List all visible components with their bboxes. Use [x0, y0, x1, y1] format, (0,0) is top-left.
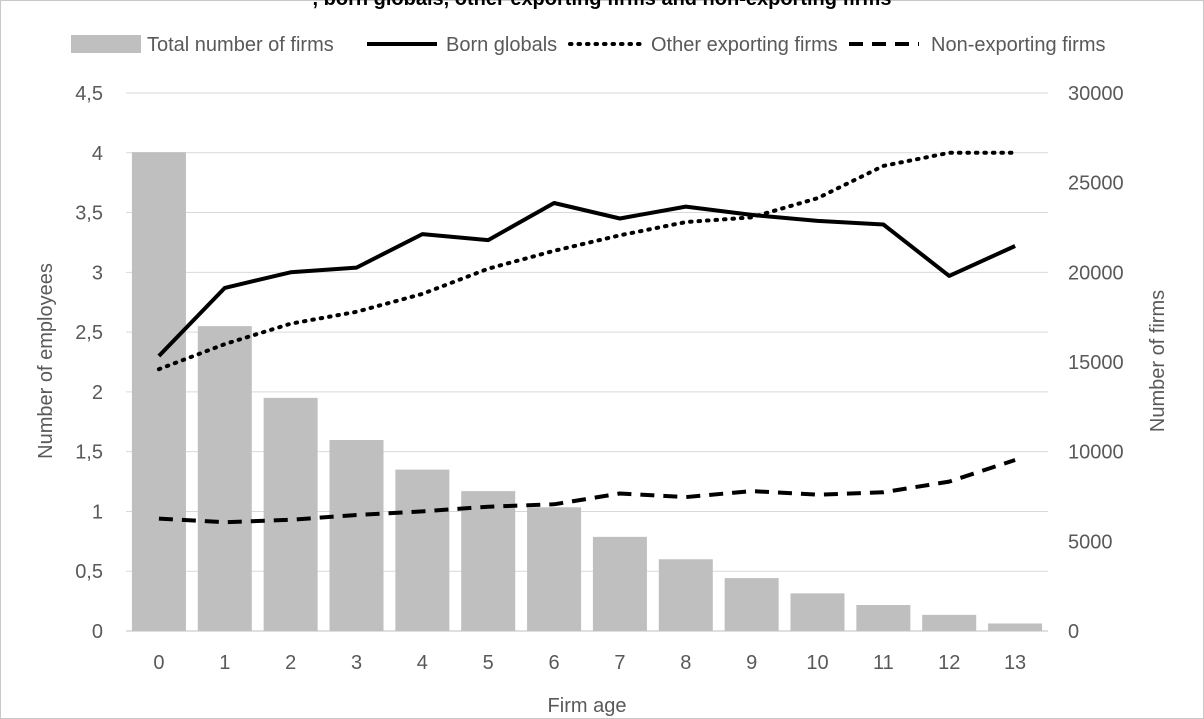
x-axis-tick-label: 4 — [417, 652, 428, 674]
series-lines — [156, 150, 1018, 525]
x-axis-tick-label: 6 — [549, 652, 560, 674]
chart-title-cropped: , born globals, other exporting firms an… — [0, 0, 1204, 14]
right-axis-tick-label: 0 — [1068, 621, 1079, 643]
x-axis-tick-label: 7 — [614, 652, 625, 674]
legend-swatch-total-number-of-firms — [71, 35, 141, 53]
x-axis-tick-labels: 0 1 2 3 4 5 6 7 8 9 10 11 12 13 — [153, 652, 1026, 674]
bar-total-number-of-firms — [527, 507, 582, 631]
legend-label-non-exporting-firms: Non-exporting firms — [931, 34, 1106, 56]
bar-total-number-of-firms — [922, 614, 977, 631]
right-axis-tick-label: 10000 — [1068, 442, 1124, 464]
line-non-exporting-firms — [158, 458, 1016, 525]
bar-total-number-of-firms — [461, 491, 516, 631]
x-axis-tick-label: 10 — [806, 652, 828, 674]
left-axis-tick-label: 1 — [92, 501, 103, 523]
left-axis-tick-label: 2 — [92, 382, 103, 404]
legend-label-other-exporting-firms: Other exporting firms — [651, 34, 838, 56]
x-axis-tick-label: 2 — [285, 652, 296, 674]
left-axis-tick-label: 0 — [92, 621, 103, 643]
bar-total-number-of-firms — [856, 604, 911, 631]
x-axis-tick-label: 9 — [746, 652, 757, 674]
legend-label-born-globals: Born globals — [446, 34, 557, 56]
left-axis-tick-label: 4 — [92, 143, 103, 165]
right-axis-tick-label: 5000 — [1068, 531, 1113, 553]
x-axis-tick-label: 3 — [351, 652, 362, 674]
left-axis-title: Number of employees — [35, 263, 57, 459]
x-axis-tick-label: 0 — [153, 652, 164, 674]
bar-total-number-of-firms — [988, 623, 1043, 631]
line-born-globals — [157, 201, 1016, 358]
x-axis-tick-label: 13 — [1004, 652, 1026, 674]
bar-total-number-of-firms — [592, 536, 647, 631]
line-other-exporting-firms — [156, 150, 1018, 372]
right-axis-tick-labels: 0 5000 10000 15000 20000 25000 30000 — [1068, 83, 1124, 643]
right-axis-tick-label: 25000 — [1068, 173, 1124, 195]
x-axis-tick-label: 12 — [938, 652, 960, 674]
bar-total-number-of-firms — [131, 152, 186, 631]
x-axis-tick-label: 5 — [483, 652, 494, 674]
bar-total-number-of-firms — [263, 397, 318, 631]
bar-total-number-of-firms — [395, 469, 450, 631]
x-axis-tick-label: 8 — [680, 652, 691, 674]
bar-total-number-of-firms — [724, 578, 779, 631]
x-axis-tick-label: 1 — [219, 652, 230, 674]
left-axis-tick-label: 0,5 — [75, 561, 103, 583]
right-axis-title: Number of firms — [1147, 290, 1169, 432]
left-axis-tick-label: 1,5 — [75, 442, 103, 464]
right-axis-tick-label: 15000 — [1068, 352, 1124, 374]
x-axis-tick-label: 11 — [873, 652, 894, 674]
bars-total-number-of-firms — [131, 152, 1043, 631]
x-axis-title: Firm age — [548, 695, 627, 717]
left-axis-tick-label: 4,5 — [75, 83, 103, 105]
bar-total-number-of-firms — [329, 440, 384, 631]
left-axis-tick-label: 3 — [92, 262, 103, 284]
chart-title-text: , born globals, other exporting firms an… — [0, 0, 1204, 11]
legend: Total number of firms Born globals Other e… — [71, 34, 1106, 56]
left-axis-tick-label: 3,5 — [75, 203, 103, 225]
right-axis-tick-label: 30000 — [1068, 83, 1124, 105]
right-axis-tick-label: 20000 — [1068, 262, 1124, 284]
left-axis-tick-labels: 0 0,5 1 1,5 2 2,5 3 3,5 4 4,5 — [75, 83, 103, 643]
bar-total-number-of-firms — [197, 326, 252, 631]
bar-total-number-of-firms — [658, 559, 713, 631]
legend-label-total-number-of-firms: Total number of firms — [147, 34, 334, 56]
bar-total-number-of-firms — [790, 593, 845, 631]
left-axis-tick-label: 2,5 — [75, 322, 103, 344]
